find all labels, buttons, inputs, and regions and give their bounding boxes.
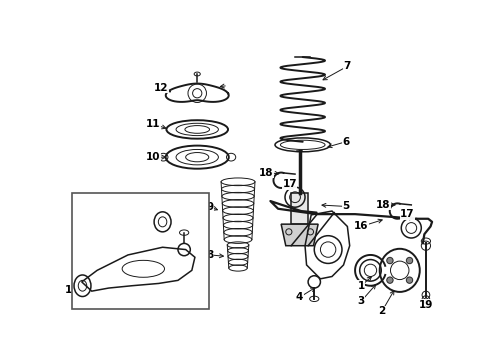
Text: 2: 2 <box>378 306 386 316</box>
Circle shape <box>387 257 393 264</box>
Bar <box>291 193 308 224</box>
Text: 16: 16 <box>354 221 368 231</box>
Text: 8: 8 <box>207 250 214 260</box>
Text: 7: 7 <box>343 61 351 71</box>
Text: 13: 13 <box>65 285 79 294</box>
Text: 15: 15 <box>169 209 184 219</box>
Circle shape <box>387 277 393 283</box>
Text: 6: 6 <box>342 137 349 147</box>
Text: 17: 17 <box>282 179 297 189</box>
Circle shape <box>407 257 413 264</box>
Text: 18: 18 <box>259 167 273 177</box>
Text: 9: 9 <box>207 202 214 212</box>
Text: 5: 5 <box>342 202 349 211</box>
Text: 4: 4 <box>296 292 303 302</box>
Text: 3: 3 <box>358 296 365 306</box>
Text: 12: 12 <box>154 83 168 93</box>
Text: 19: 19 <box>419 300 433 310</box>
Circle shape <box>407 277 413 283</box>
Text: 18: 18 <box>375 200 390 210</box>
Text: 10: 10 <box>146 152 161 162</box>
Text: 15: 15 <box>75 300 90 310</box>
Polygon shape <box>281 224 318 246</box>
Text: 11: 11 <box>146 119 161 129</box>
Text: 14: 14 <box>188 234 202 244</box>
Bar <box>72 193 209 309</box>
Text: 17: 17 <box>400 209 415 219</box>
Text: 1: 1 <box>358 281 365 291</box>
